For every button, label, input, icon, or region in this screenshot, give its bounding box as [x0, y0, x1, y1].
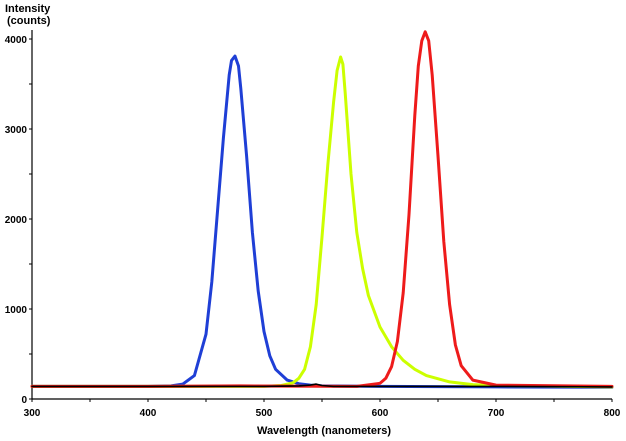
y-tick-label: 2000	[5, 215, 28, 226]
y-tick-label: 4000	[5, 35, 28, 46]
series-line-2	[30, 55, 614, 389]
x-tick-label: 300	[24, 408, 41, 419]
x-tick-label: 700	[488, 408, 505, 419]
y-axis-title-line2: (counts)	[7, 15, 51, 27]
x-axis-title: Wavelength (nanometers)	[257, 425, 391, 437]
series-line-4	[31, 383, 613, 388]
series-layer	[30, 30, 614, 389]
x-tick-label: 800	[604, 408, 621, 419]
y-tick-label: 1000	[5, 305, 28, 316]
x-tick-label: 400	[140, 408, 157, 419]
x-tick-label: 600	[372, 408, 389, 419]
x-tick-label: 500	[256, 408, 273, 419]
series-line-3	[30, 30, 614, 388]
y-tick-label: 3000	[5, 125, 28, 136]
y-axis-title-line1: Intensity	[5, 3, 51, 15]
y-tick-label: 0	[21, 395, 27, 406]
axes: 300 400 500 600 700 800 0 1000 2000 3000 4000	[5, 30, 621, 419]
